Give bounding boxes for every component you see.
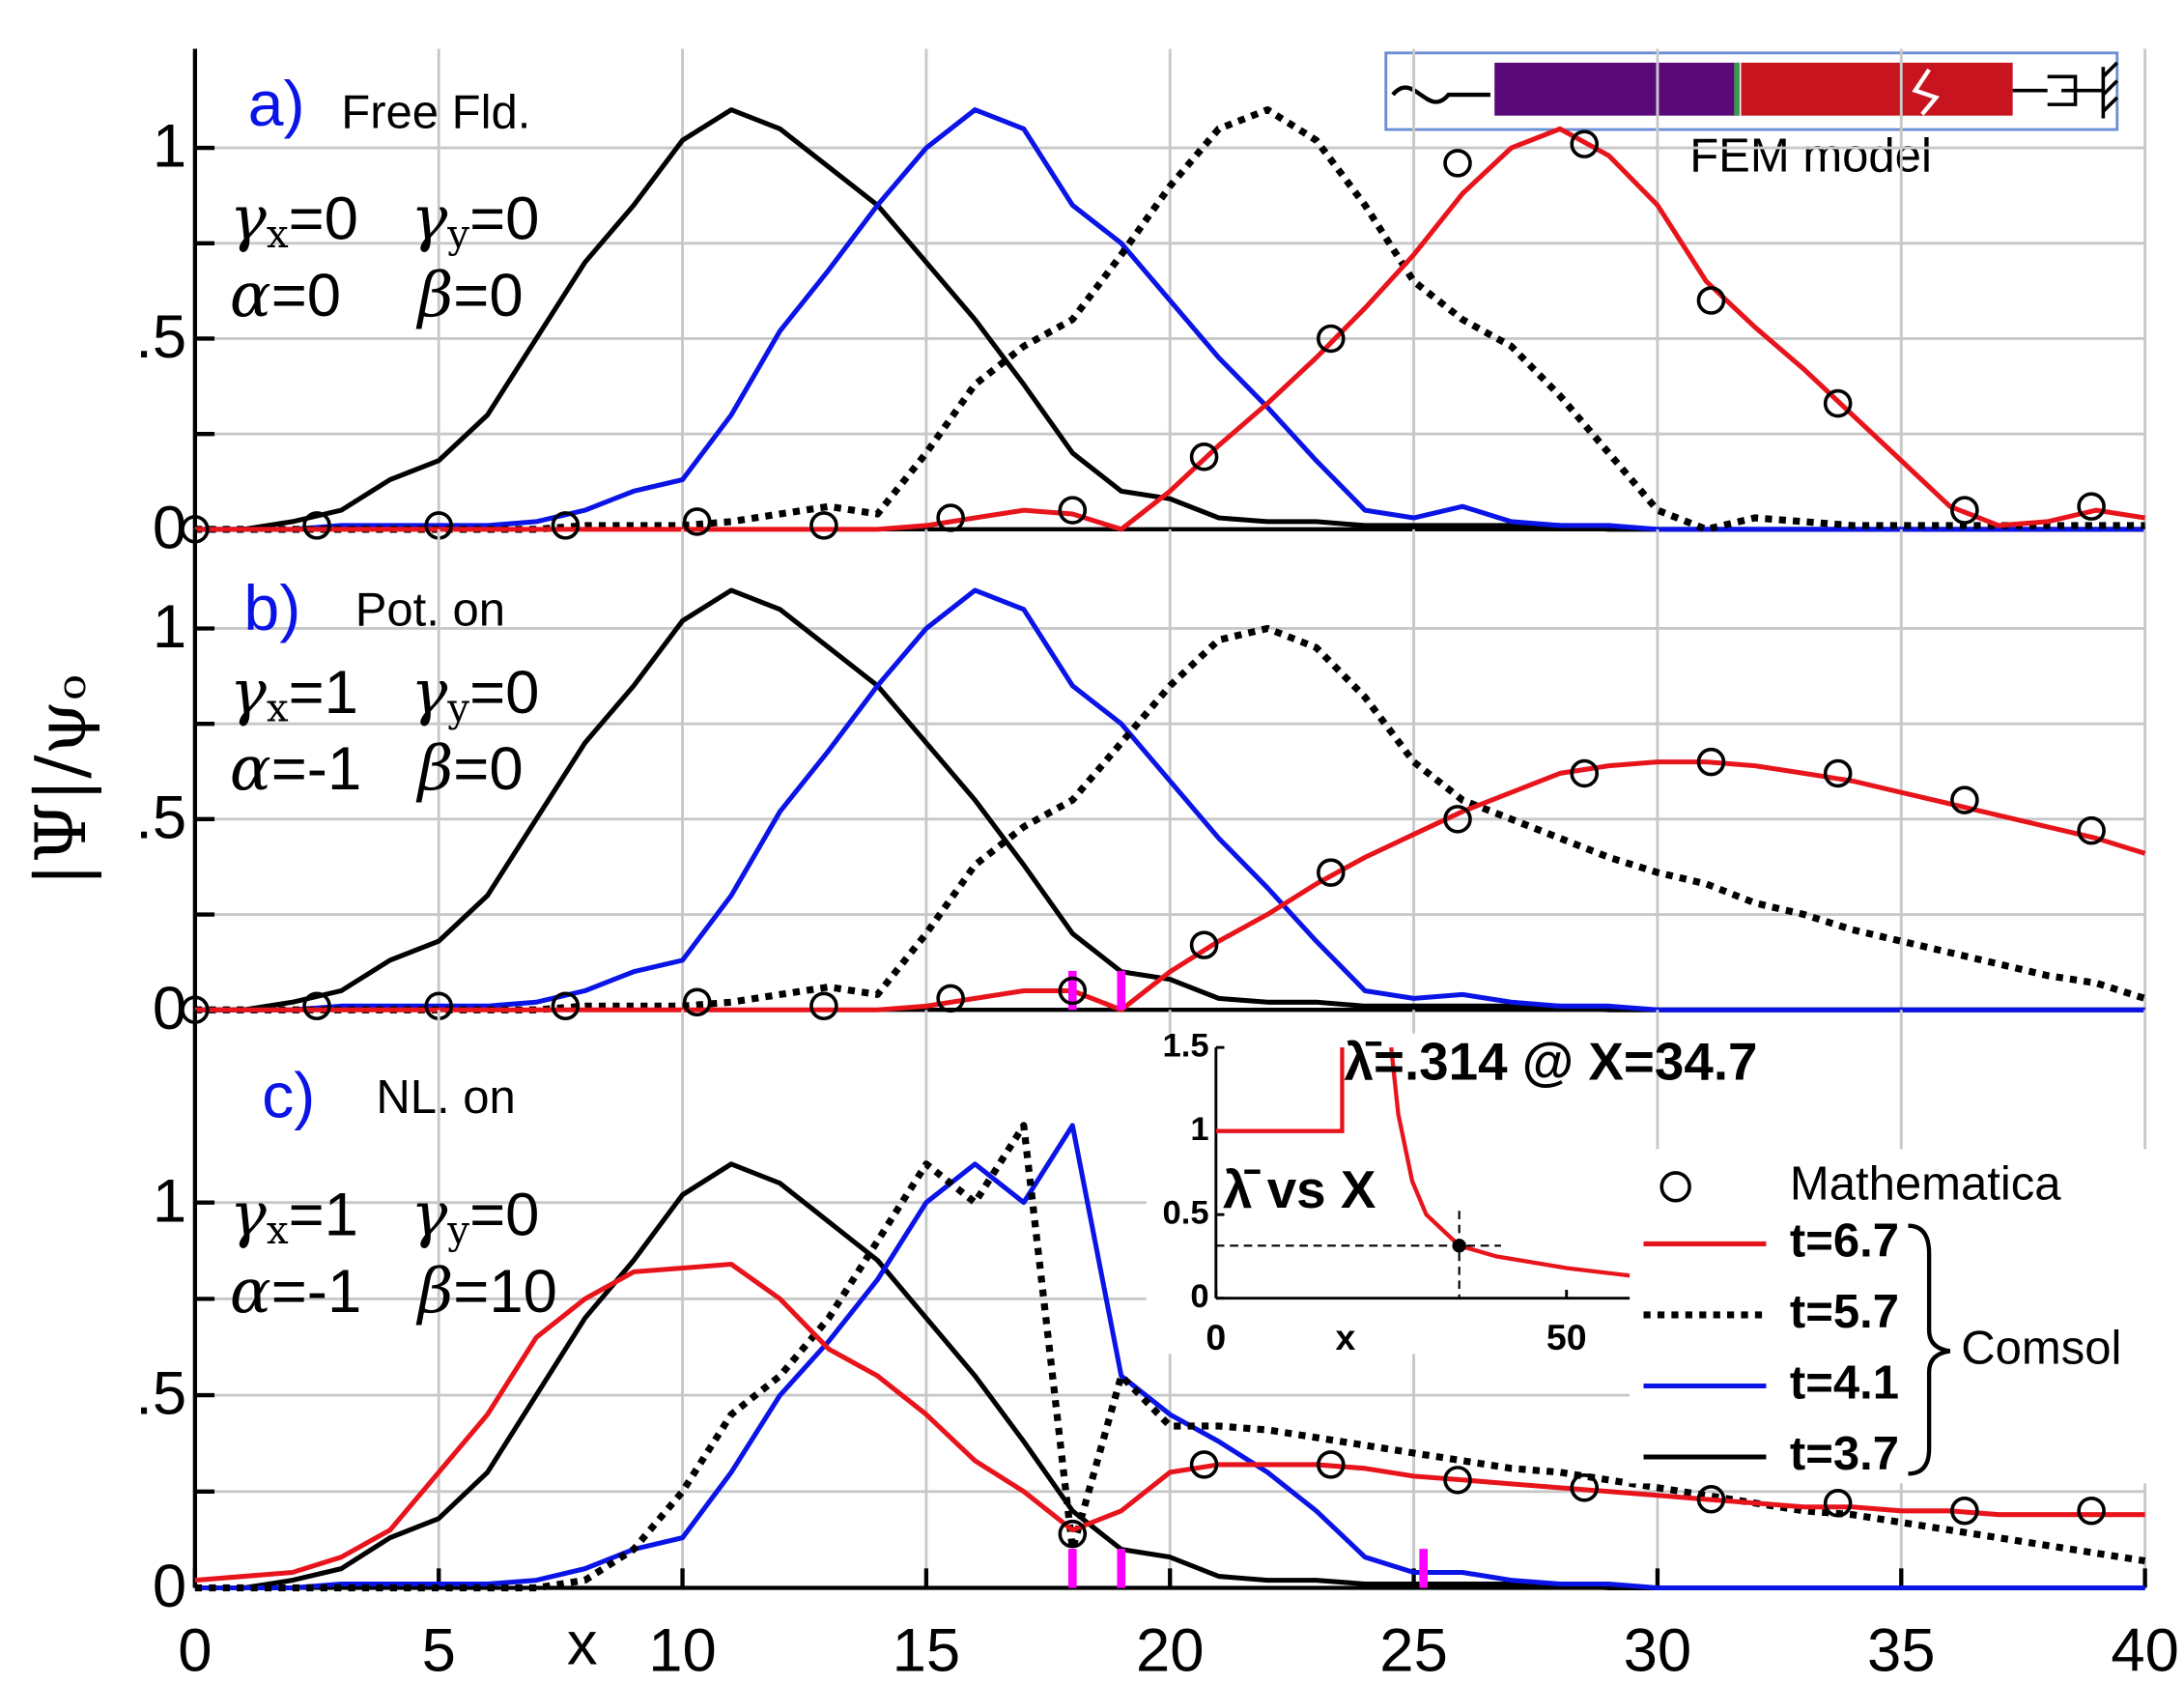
parameter-symbol: γ: [411, 182, 447, 253]
parameter-subscript: y: [446, 1207, 469, 1252]
y-tick-label: .5: [135, 1360, 186, 1428]
inset-y-tick-label: 1.5: [1163, 1027, 1209, 1064]
parameter-value: =0: [469, 1181, 539, 1248]
x-tick-label: 30: [1624, 1616, 1692, 1684]
inset-annotation: λ̄=.314 @ X=34.7: [1344, 1031, 1757, 1091]
x-tick-label: 40: [2111, 1616, 2179, 1684]
parameter: α=0: [230, 258, 341, 329]
y-tick-label: 1: [153, 593, 186, 661]
parameter-value: =1: [289, 1181, 358, 1248]
panel-label: a): [248, 69, 305, 140]
parameter-symbol: β: [416, 1254, 454, 1326]
legend-label: t=5.7: [1790, 1286, 1899, 1338]
x-tick-label: 5: [422, 1616, 456, 1684]
inset-y-tick-label: 0: [1190, 1278, 1208, 1315]
parameter-subscript: y: [446, 685, 469, 730]
parameter-value: =10: [453, 1258, 557, 1326]
parameter: γy=0: [411, 182, 539, 256]
parameter-subscript: x: [267, 685, 289, 730]
parameter-symbol: α: [230, 258, 271, 329]
parameter: β=0: [416, 258, 524, 329]
x-axis-label: x: [567, 1610, 598, 1677]
parameter: α=-1: [230, 1254, 361, 1326]
parameter-symbol: γ: [411, 1178, 447, 1249]
x-tick-label: 10: [648, 1616, 717, 1684]
parameter: γy=0: [411, 655, 539, 729]
parameter-value: =0: [469, 659, 539, 727]
parameter-value: =-1: [271, 735, 361, 803]
panel-caption: NL. on: [376, 1071, 515, 1124]
y-axis-label: |Ψ|/ψₒ: [21, 673, 102, 886]
panel-label: b): [243, 573, 300, 644]
parameter-value: =0: [453, 735, 523, 803]
legend-label: t=3.7: [1790, 1428, 1899, 1480]
panel-label: c): [262, 1060, 315, 1131]
parameter-symbol: β: [416, 732, 454, 804]
parameter-symbol: α: [230, 1254, 271, 1326]
legend-label: t=6.7: [1790, 1214, 1899, 1267]
fem-label: FEM model: [1689, 129, 1932, 182]
fem-domain-1: [1494, 63, 1738, 116]
legend-group-label: Comsol: [1961, 1322, 2121, 1374]
parameter-subscript: x: [267, 1207, 289, 1252]
y-tick-label: 1: [153, 1167, 186, 1235]
fem-interface: [1734, 63, 1740, 116]
inset-highlight-point: [1452, 1239, 1465, 1252]
parameter-value: =0: [453, 262, 523, 329]
inset-y-tick-label: 0.5: [1163, 1194, 1209, 1231]
parameter-symbol: β: [416, 258, 454, 329]
parameter-symbol: γ: [230, 655, 267, 727]
parameter-symbol: γ: [230, 1178, 267, 1249]
y-tick-label: .5: [135, 785, 186, 852]
x-tick-label: 20: [1136, 1616, 1205, 1684]
page: {"ylabel": "|Ψ|/ψₒ", "fem_label": "FEM m…: [0, 0, 2184, 1684]
fem-model-graphic: [1386, 53, 2117, 129]
legend-label: Mathematica: [1790, 1157, 2061, 1210]
parameter-subscript: y: [446, 212, 469, 257]
panel-caption: Pot. on: [355, 584, 505, 636]
parameter-value: =0: [289, 185, 358, 252]
inset-x-label: x: [1336, 1317, 1356, 1357]
y-tick-label: .5: [135, 303, 186, 371]
parameter: γx=0: [230, 182, 358, 256]
parameter-symbol: α: [230, 732, 271, 804]
parameter: γx=1: [230, 1178, 358, 1252]
parameter: α=-1: [230, 732, 361, 804]
parameter-value: =0: [271, 262, 341, 329]
parameter: γy=0: [411, 1178, 539, 1252]
x-tick-label: 15: [893, 1616, 961, 1684]
parameter: β=10: [416, 1254, 557, 1326]
inset-x-tick-label: 0: [1205, 1317, 1226, 1357]
parameter: β=0: [416, 732, 524, 804]
legend-label: t=4.1: [1790, 1356, 1899, 1409]
x-tick-label: 25: [1379, 1616, 1448, 1684]
y-tick-label: 1: [153, 113, 186, 181]
inset-title: λ̄ vs X: [1223, 1159, 1376, 1219]
panel-caption: Free Fld.: [341, 87, 530, 139]
inset-y-tick-label: 1: [1190, 1111, 1208, 1148]
figure: FEM model |Ψ|/ψₒ 0.51a)Free Fld.γx=0γy=0…: [0, 0, 2184, 1684]
parameter-symbol: γ: [411, 655, 447, 727]
x-tick-label: 0: [178, 1616, 212, 1684]
parameter-subscript: x: [267, 212, 289, 257]
parameter-value: =0: [469, 185, 539, 252]
parameter-value: =-1: [271, 1258, 361, 1326]
inset-x-tick-label: 50: [1546, 1317, 1587, 1357]
fem-domain-2: [1741, 63, 2012, 116]
parameter-symbol: γ: [230, 182, 267, 253]
x-tick-label: 35: [1867, 1616, 1936, 1684]
parameter: γx=1: [230, 655, 358, 729]
parameter-value: =1: [289, 659, 358, 727]
y-tick-label: 0: [153, 1553, 186, 1620]
